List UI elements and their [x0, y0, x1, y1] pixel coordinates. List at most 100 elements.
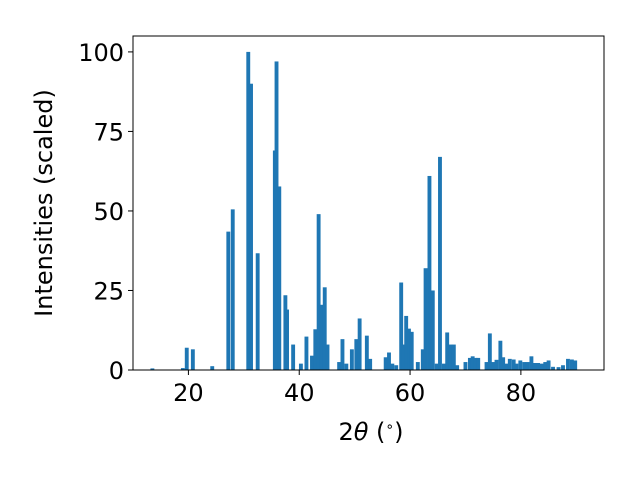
y-tick-label: 0: [109, 357, 124, 385]
bar: [230, 209, 235, 370]
bar: [390, 363, 395, 370]
bar: [340, 339, 345, 370]
bar: [491, 362, 496, 370]
bar: [476, 357, 481, 370]
bar: [507, 358, 512, 370]
plot-area-background: [133, 36, 604, 370]
bar: [514, 363, 519, 370]
bar: [504, 363, 509, 370]
bar: [546, 360, 551, 370]
bar: [420, 349, 425, 370]
bar: [463, 362, 468, 370]
bar: [368, 358, 373, 370]
bar: [274, 61, 279, 370]
bar: [226, 231, 231, 370]
bar: [291, 344, 296, 370]
x-tick-label: 60: [395, 379, 426, 407]
bar: [566, 358, 570, 370]
bar: [518, 360, 523, 370]
plot-frame: [132, 35, 605, 371]
bar: [434, 363, 439, 370]
x-axis-label: 2θ (∘): [338, 418, 403, 446]
y-tick-label: 75: [93, 118, 124, 146]
bar: [210, 366, 215, 370]
y-axis-label: Intensities (scaled): [30, 89, 58, 317]
bar: [569, 359, 574, 370]
x-tick-label: 40: [284, 379, 315, 407]
bar: [487, 333, 492, 370]
bar: [522, 362, 527, 370]
bar: [344, 363, 349, 370]
bar: [455, 365, 460, 370]
bar: [277, 186, 282, 370]
x-axis-label-degree: ∘: [385, 419, 394, 435]
bar: [313, 329, 318, 370]
bar: [551, 366, 555, 370]
bar: [423, 268, 428, 370]
bar: [529, 356, 534, 370]
bar: [387, 352, 391, 370]
x-axis-ticks: 20 40 60 80: [173, 370, 536, 407]
bar: [532, 363, 537, 370]
bar: [484, 362, 489, 370]
bar: [357, 318, 362, 370]
bar: [180, 368, 185, 370]
bar: [184, 347, 189, 370]
bar: [383, 357, 388, 370]
x-axis-label-theta: θ: [354, 418, 369, 446]
bar: [325, 344, 330, 370]
y-axis-ticks: 0 25 50 75 100: [78, 39, 133, 385]
bar: [511, 359, 516, 370]
bar: [319, 304, 324, 370]
bar: [556, 367, 561, 370]
bar: [536, 363, 540, 370]
bar: [525, 362, 530, 370]
y-tick-label: 50: [93, 198, 124, 226]
bar: [246, 51, 251, 371]
y-tick-label: 100: [78, 39, 124, 67]
x-axis-label-open: (: [368, 418, 385, 446]
bar: [470, 356, 475, 370]
bar: [404, 315, 409, 370]
bar: [394, 365, 399, 370]
bar: [190, 349, 195, 370]
bar: [249, 83, 253, 371]
bar: [573, 360, 578, 370]
x-axis-label-close: ): [394, 418, 403, 446]
bar: [430, 290, 435, 370]
bar: [415, 362, 420, 370]
bar: [316, 214, 321, 370]
bar: [473, 357, 478, 370]
bar: [364, 335, 369, 370]
bar: [501, 357, 506, 370]
bar: [354, 339, 359, 370]
bar: [467, 357, 472, 370]
bar: [540, 363, 544, 370]
y-tick-label: 25: [93, 277, 124, 305]
bar: [445, 332, 450, 370]
bar: [407, 328, 411, 370]
bar: [399, 282, 404, 370]
bar: [561, 365, 565, 370]
x-axis-label-prefix: 2: [338, 418, 353, 446]
bar: [494, 359, 499, 370]
bar: [322, 287, 327, 370]
bar: [337, 362, 342, 370]
bar: [427, 175, 432, 370]
bar: [150, 368, 155, 370]
bar: [451, 344, 456, 370]
bar-series: [150, 51, 578, 371]
bar: [285, 309, 289, 370]
bar: [255, 253, 260, 370]
x-tick-label: 20: [173, 379, 204, 407]
bar: [438, 156, 442, 370]
x-tick-label: 80: [506, 379, 537, 407]
bar: [349, 349, 354, 370]
bar: [304, 336, 309, 370]
bar: [543, 362, 548, 370]
bar: [409, 331, 414, 370]
bar: [310, 355, 314, 370]
bar: [448, 344, 453, 370]
bar: [401, 344, 406, 370]
